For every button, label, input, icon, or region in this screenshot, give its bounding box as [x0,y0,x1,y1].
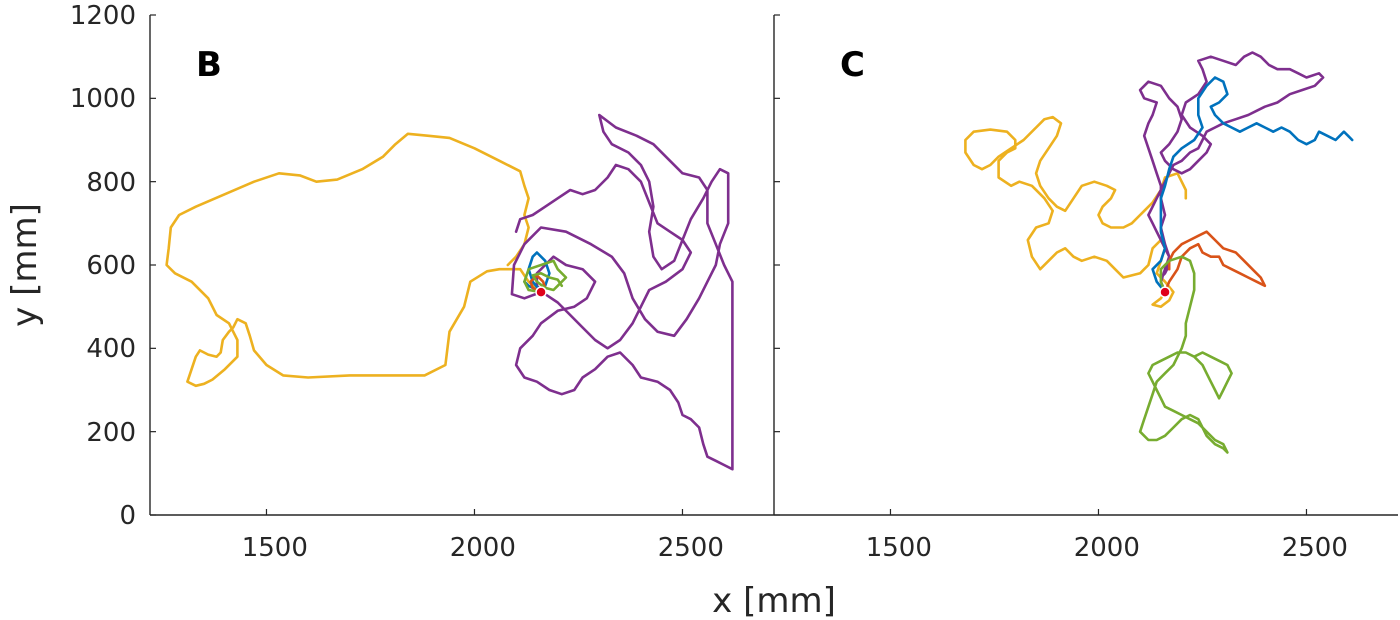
panel-c-x-tick-labels: 1500 2000 2500 [866,533,1348,563]
x-tick-label: 1500 [866,533,932,563]
start-markers [535,286,1171,298]
panel-c-purple-track [1138,51,1325,294]
x-tick-label: 1500 [242,533,308,563]
panel-b-label: B [196,45,222,85]
tick-marks [150,14,1308,516]
y-tick-labels: 0 200 400 600 800 1000 1200 [70,1,136,531]
panel-b-axes [149,15,774,516]
x-tick-label: 2000 [1074,533,1140,563]
panel-b-green-track [523,259,568,294]
panel-c-start-marker [1159,286,1171,298]
panel-c-orange-track [1163,230,1267,294]
y-tick-label: 800 [86,168,136,198]
y-tick-label: 1000 [70,84,136,114]
x-tick-label: 2000 [450,533,516,563]
panel-b-x-tick-labels: 1500 2000 2500 [242,533,724,563]
y-tick-label: 200 [86,418,136,448]
trajectory-lines [165,51,1354,471]
panel-c-label: C [840,45,865,85]
panel-c-blue-track [1151,76,1354,294]
panel-c-yellow-track [964,115,1188,309]
panel-b-purple-track [510,113,734,471]
y-tick-label: 1200 [70,1,136,31]
panel-c-green-track [1138,255,1233,454]
y-tick-label: 0 [119,501,136,531]
x-axis-title: x [mm] [712,581,836,620]
x-tick-label: 2500 [658,533,724,563]
y-axis-title: y [mm] [5,203,45,327]
x-tick-label: 2500 [1282,533,1348,563]
panel-b-yellow-track [165,132,543,388]
y-tick-label: 600 [86,251,136,281]
y-tick-label: 400 [86,334,136,364]
panel-b-start-marker [535,286,547,298]
